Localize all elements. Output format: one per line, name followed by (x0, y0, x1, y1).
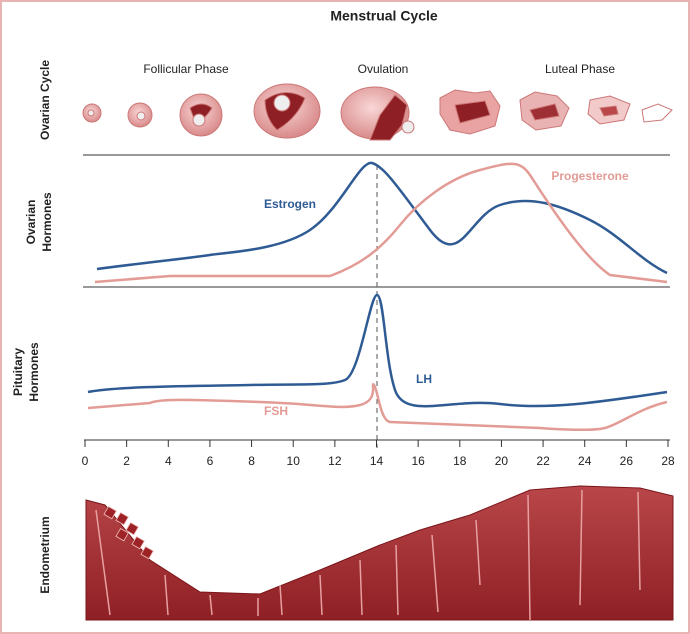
panel-label: Pituitary (11, 348, 25, 396)
tick-label: 22 (536, 454, 550, 468)
phase-label: Ovulation (358, 62, 409, 76)
tick-label: 16 (411, 454, 425, 468)
axis-ticks: 0 2 4 6 8 10 12 14 16 18 20 22 24 26 28 (82, 440, 675, 468)
curve-label: FSH (264, 404, 288, 418)
tick-label: 20 (495, 454, 509, 468)
tick-label: 8 (248, 454, 255, 468)
panel-label: Hormones (40, 192, 54, 252)
curve-label: Estrogen (264, 197, 316, 211)
tick-label: 6 (207, 454, 214, 468)
curve-label: Progesterone (551, 169, 629, 183)
tick-label: 10 (287, 454, 301, 468)
panel-label: Ovarian (24, 200, 38, 245)
endometrium (85, 485, 674, 621)
curve-label: LH (416, 372, 432, 386)
tick-label: 2 (123, 454, 130, 468)
panel-label: Endometrium (38, 516, 52, 593)
tick-label: 18 (453, 454, 467, 468)
tick-label: 26 (620, 454, 634, 468)
estrogen-curve (96, 161, 668, 275)
tick-label: 4 (165, 454, 172, 468)
tick-label: 28 (661, 454, 675, 468)
progesterone-curve (94, 162, 668, 284)
phase-label: Luteal Phase (545, 62, 615, 76)
lh-curve (87, 293, 668, 408)
follicles (82, 83, 673, 141)
tick-label: 14 (370, 454, 384, 468)
tick-label: 0 (82, 454, 89, 468)
phase-label: Follicular Phase (143, 62, 229, 76)
panel-label: Ovarian Cycle (38, 60, 52, 140)
tick-label: 24 (578, 454, 592, 468)
fsh-curve (87, 382, 668, 432)
title: Menstrual Cycle (330, 8, 438, 24)
tick-label: 12 (328, 454, 342, 468)
panel-label: Hormones (27, 342, 41, 402)
